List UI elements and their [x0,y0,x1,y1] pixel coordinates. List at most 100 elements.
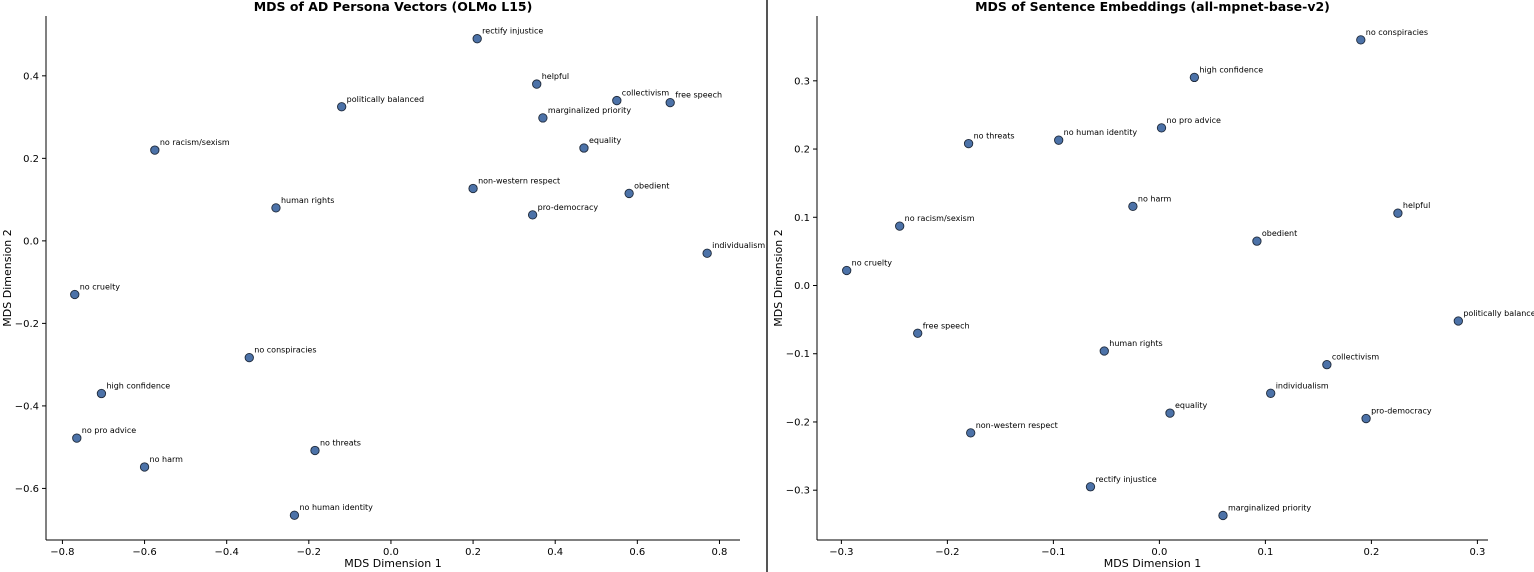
scatter-point [1189,72,1200,83]
x-axis-label: MDS Dimension 1 [1104,557,1201,570]
scatter-point [842,265,852,276]
point-label: no cruelty [80,283,121,292]
scatter-point [1252,236,1262,246]
y-tick-label: −0.4 [15,401,39,412]
point-label: rectify injustice [1095,475,1156,484]
point-label: human rights [1109,339,1162,348]
scatter-point [702,248,712,258]
point-label: no harm [1138,194,1172,203]
point-label: no pro advice [1167,116,1221,125]
point-label: equality [589,136,622,145]
scatter-point [1099,346,1109,356]
scatter-point [665,97,675,108]
x-axis-ticks: −0.8 −0.6 −0.4 −0.2 0.0 0.2 0.4 0.6 0.8 [50,540,727,558]
x-tick-label: −0.2 [297,547,321,558]
y-tick-label: 0.0 [23,236,39,247]
chart-right: MDS of Sentence Embeddings (all-mpnet-ba… [772,0,1534,570]
scatter-point [966,428,976,438]
scatter-point [310,445,320,456]
point-label: helpful [542,72,569,81]
x-tick-label: 0.6 [629,547,645,558]
point-label: no pro advice [82,426,136,435]
scatter-point [468,183,478,194]
y-axis-ticks: −0.3 −0.2 −0.1 0.0 0.1 0.2 0.3 [786,76,817,497]
point-label: obedient [1262,229,1297,238]
y-tick-label: −0.1 [786,349,810,360]
x-tick-label: 0.3 [1469,547,1485,558]
scatter-point [472,34,482,44]
point-label: no threats [974,132,1015,141]
point-label: equality [1175,401,1208,410]
point-label: politically balanced [347,95,424,104]
scatter-point [337,102,347,112]
point-label: high confidence [106,382,170,391]
scatter-point [1054,135,1064,145]
point-label: free speech [675,91,722,100]
scatter-point [1156,123,1167,133]
scatter-point [1453,316,1463,326]
scatter-point [1393,208,1403,218]
scatter-point [895,221,905,231]
y-tick-label: 0.4 [23,71,39,82]
point-label: human rights [281,196,334,205]
scatter-point [96,388,107,399]
point-label: pro-democracy [1371,407,1432,416]
point-label: rectify injustice [482,27,543,36]
scatter-point [624,188,634,199]
x-tick-label: 0.1 [1257,547,1273,558]
y-axis-label: MDS Dimension 2 [772,229,785,326]
point-label: pro-democracy [538,203,599,212]
point-label: marginalized priority [548,106,631,115]
y-tick-label: 0.0 [794,281,810,292]
scatter-point [913,328,923,338]
x-tick-label: 0.4 [547,547,563,558]
point-label: no racism/sexism [160,138,230,147]
point-label: no human identity [299,503,373,512]
point-label: no harm [150,455,184,464]
scatter-point [538,113,548,123]
scatter-point [72,433,82,443]
chart-title: MDS of AD Persona Vectors (OLMo L15) [254,0,533,14]
x-tick-label: −0.8 [50,547,74,558]
point-label: politically balanced [1463,309,1534,318]
y-tick-label: 0.2 [794,145,810,156]
point-label: no conspiracies [254,346,316,355]
scatter-point [1322,360,1332,370]
scatter-point [1165,408,1175,418]
point-label: non-western respect [976,421,1058,430]
x-tick-label: 0.0 [383,547,399,558]
scatter-point [271,203,281,213]
y-tick-label: 0.1 [794,213,810,224]
point-label: free speech [923,321,970,330]
scatter-point [1266,388,1276,398]
point-label: individualism [1276,381,1329,390]
point-label: individualism [712,241,765,250]
point-label: helpful [1403,201,1430,210]
scatter-points: no conspiracies high confidence no pro adv… [842,28,1534,521]
scatter-point [1356,35,1366,45]
point-label: no cruelty [852,258,893,267]
y-tick-label: 0.3 [794,76,810,87]
y-tick-label: 0.2 [23,154,39,165]
scatter-point [963,138,974,149]
chart-title: MDS of Sentence Embeddings (all-mpnet-ba… [975,0,1330,14]
point-label: obedient [634,181,669,190]
scatter-point [579,143,589,153]
x-tick-label: 0.0 [1151,547,1167,558]
y-tick-label: −0.2 [786,417,810,428]
x-tick-label: 0.2 [1363,547,1379,558]
scatter-point [532,79,542,89]
point-label: no human identity [1064,128,1138,137]
scatter-point [1085,482,1096,492]
y-axis-label: MDS Dimension 2 [1,229,14,326]
scatter-point [612,95,622,106]
point-label: high confidence [1199,65,1263,74]
scatter-point [289,510,300,520]
x-tick-label: −0.2 [935,547,959,558]
point-label: collectivism [1332,353,1380,362]
scatter-points: rectify injustice helpful collectivism free… [70,27,765,520]
x-axis-label: MDS Dimension 1 [344,557,441,570]
point-label: no racism/sexism [905,214,975,223]
